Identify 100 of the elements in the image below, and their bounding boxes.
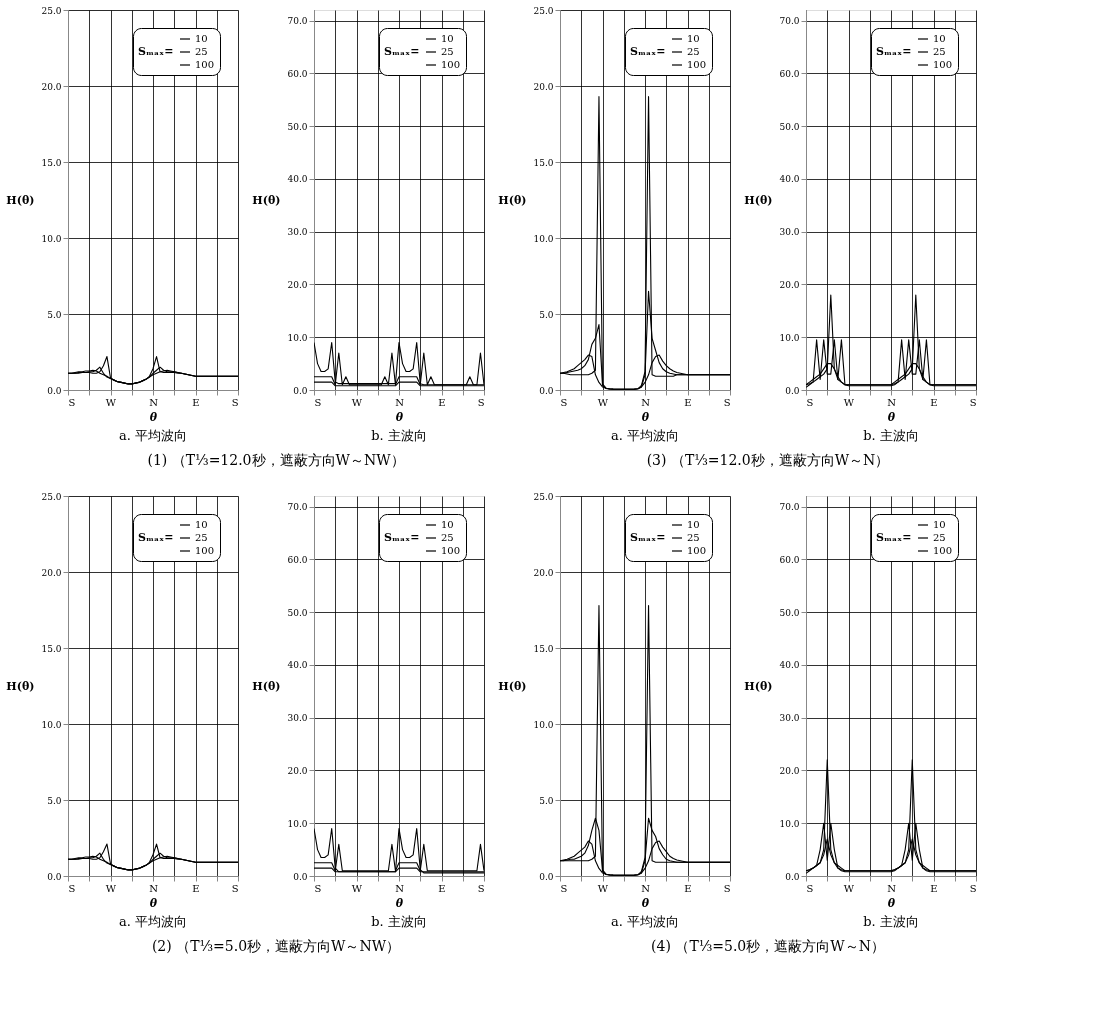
y-tick-label: 30.0	[779, 227, 800, 238]
x-axis-title: θ	[149, 410, 158, 424]
y-axis-title: H(θ)	[498, 679, 527, 693]
y-tick-label: 60.0	[779, 68, 800, 79]
legend-label: 25	[441, 46, 454, 57]
y-tick-label: 70.0	[287, 16, 308, 27]
x-tick-label: S	[560, 396, 568, 408]
y-tick-label: 5.0	[47, 795, 62, 806]
legend-label: 25	[933, 46, 946, 57]
x-axis-title: θ	[395, 410, 404, 424]
legend-label: 25	[441, 532, 454, 543]
y-tick-label: 70.0	[779, 16, 800, 27]
legend-label: 10	[933, 519, 946, 530]
y-tick-label: 70.0	[779, 502, 800, 513]
y-tick-label: 70.0	[287, 502, 308, 513]
text: b. 主波向	[863, 428, 919, 443]
y-tick-label: 0.0	[785, 871, 800, 882]
legend-title: Sₘₐₓ=	[384, 531, 420, 544]
x-tick-label: S	[806, 396, 814, 408]
x-tick-label: W	[351, 396, 363, 408]
legend-label: 25	[195, 532, 208, 543]
x-tick-label: S	[231, 396, 239, 408]
y-tick-label: 10.0	[779, 332, 800, 343]
x-tick-label: E	[684, 396, 692, 408]
x-tick-label: E	[930, 882, 938, 894]
y-tick-label: 10.0	[779, 818, 800, 829]
text: a. 平均波向	[118, 428, 188, 443]
y-tick-label: 40.0	[779, 174, 800, 185]
y-tick-label: 40.0	[287, 174, 308, 185]
y-tick-label: 5.0	[47, 309, 62, 320]
y-tick-label: 15.0	[533, 157, 554, 168]
y-tick-label: 20.0	[779, 279, 800, 290]
x-tick-label: S	[806, 882, 814, 894]
y-tick-label: 20.0	[287, 765, 308, 776]
x-tick-label: N	[395, 882, 405, 894]
y-tick-label: 60.0	[779, 554, 800, 565]
y-tick-label: 15.0	[41, 157, 62, 168]
x-tick-label: S	[477, 396, 485, 408]
x-tick-label: S	[969, 396, 977, 408]
legend-title: Sₘₐₓ=	[630, 45, 666, 58]
legend-label: 100	[687, 59, 707, 70]
legend-label: 100	[933, 59, 953, 70]
legend-label: 25	[687, 46, 700, 57]
x-tick-label: E	[684, 882, 692, 894]
legend-label: 100	[441, 59, 461, 70]
y-axis-title: H(θ)	[252, 679, 281, 693]
legend-title: Sₘₐₓ=	[138, 531, 174, 544]
y-tick-label: 10.0	[287, 332, 308, 343]
x-tick-label: S	[723, 882, 731, 894]
x-tick-label: E	[192, 882, 200, 894]
y-tick-label: 20.0	[779, 765, 800, 776]
y-tick-label: 15.0	[533, 643, 554, 654]
x-tick-label: W	[351, 882, 363, 894]
y-tick-label: 0.0	[47, 871, 62, 882]
y-tick-label: 30.0	[287, 227, 308, 238]
x-tick-label: S	[68, 882, 76, 894]
y-tick-label: 20.0	[41, 81, 62, 92]
x-tick-label: N	[149, 396, 159, 408]
y-tick-label: 25.0	[41, 491, 62, 502]
y-tick-label: 30.0	[287, 713, 308, 724]
y-tick-label: 50.0	[779, 607, 800, 618]
legend-label: 100	[687, 545, 707, 556]
x-tick-label: S	[68, 396, 76, 408]
x-tick-label: S	[560, 882, 568, 894]
y-tick-label: 40.0	[779, 660, 800, 671]
x-tick-label: N	[641, 396, 651, 408]
y-tick-label: 60.0	[287, 68, 308, 79]
text: (2) （T⅓=5.0秒，遮蔽方向W～NW）	[151, 938, 401, 954]
y-tick-label: 20.0	[287, 279, 308, 290]
y-tick-label: 40.0	[287, 660, 308, 671]
y-tick-label: 30.0	[779, 713, 800, 724]
x-tick-label: W	[105, 396, 117, 408]
text: (1) （T⅓=12.0秒，遮蔽方向W～NW）	[147, 452, 405, 468]
legend-label: 10	[687, 519, 700, 530]
x-tick-label: W	[843, 882, 855, 894]
legend-label: 25	[195, 46, 208, 57]
y-tick-label: 10.0	[287, 818, 308, 829]
text: b. 主波向	[371, 428, 427, 443]
x-tick-label: W	[597, 396, 609, 408]
legend-label: 100	[195, 545, 215, 556]
y-axis-title: H(θ)	[6, 193, 35, 207]
x-tick-label: S	[969, 882, 977, 894]
legend-label: 25	[687, 532, 700, 543]
text: b. 主波向	[371, 914, 427, 929]
y-tick-label: 10.0	[533, 233, 554, 244]
y-tick-label: 50.0	[287, 607, 308, 618]
legend-label: 100	[933, 545, 953, 556]
y-tick-label: 50.0	[779, 121, 800, 132]
text: a. 平均波向	[118, 914, 188, 929]
y-tick-label: 0.0	[293, 871, 308, 882]
y-axis-title: H(θ)	[6, 679, 35, 693]
x-axis-title: θ	[395, 896, 404, 910]
x-tick-label: S	[723, 396, 731, 408]
y-tick-label: 25.0	[533, 491, 554, 502]
legend-label: 100	[441, 545, 461, 556]
y-tick-label: 0.0	[539, 871, 554, 882]
legend-label: 10	[441, 33, 454, 44]
x-axis-title: θ	[887, 410, 896, 424]
legend-label: 100	[195, 59, 215, 70]
legend-label: 25	[933, 532, 946, 543]
